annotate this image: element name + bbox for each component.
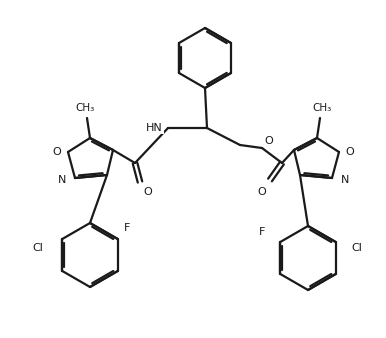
- Text: F: F: [259, 227, 265, 237]
- Text: F: F: [124, 223, 130, 233]
- Text: O: O: [144, 187, 152, 197]
- Text: O: O: [257, 187, 266, 197]
- Text: N: N: [58, 175, 66, 185]
- Text: Cl: Cl: [352, 243, 362, 253]
- Text: O: O: [345, 147, 354, 157]
- Text: CH₃: CH₃: [75, 103, 95, 113]
- Text: O: O: [265, 136, 273, 146]
- Text: CH₃: CH₃: [312, 103, 332, 113]
- Text: O: O: [52, 147, 61, 157]
- Text: N: N: [341, 175, 349, 185]
- Text: HN: HN: [146, 123, 163, 133]
- Text: Cl: Cl: [32, 243, 44, 253]
